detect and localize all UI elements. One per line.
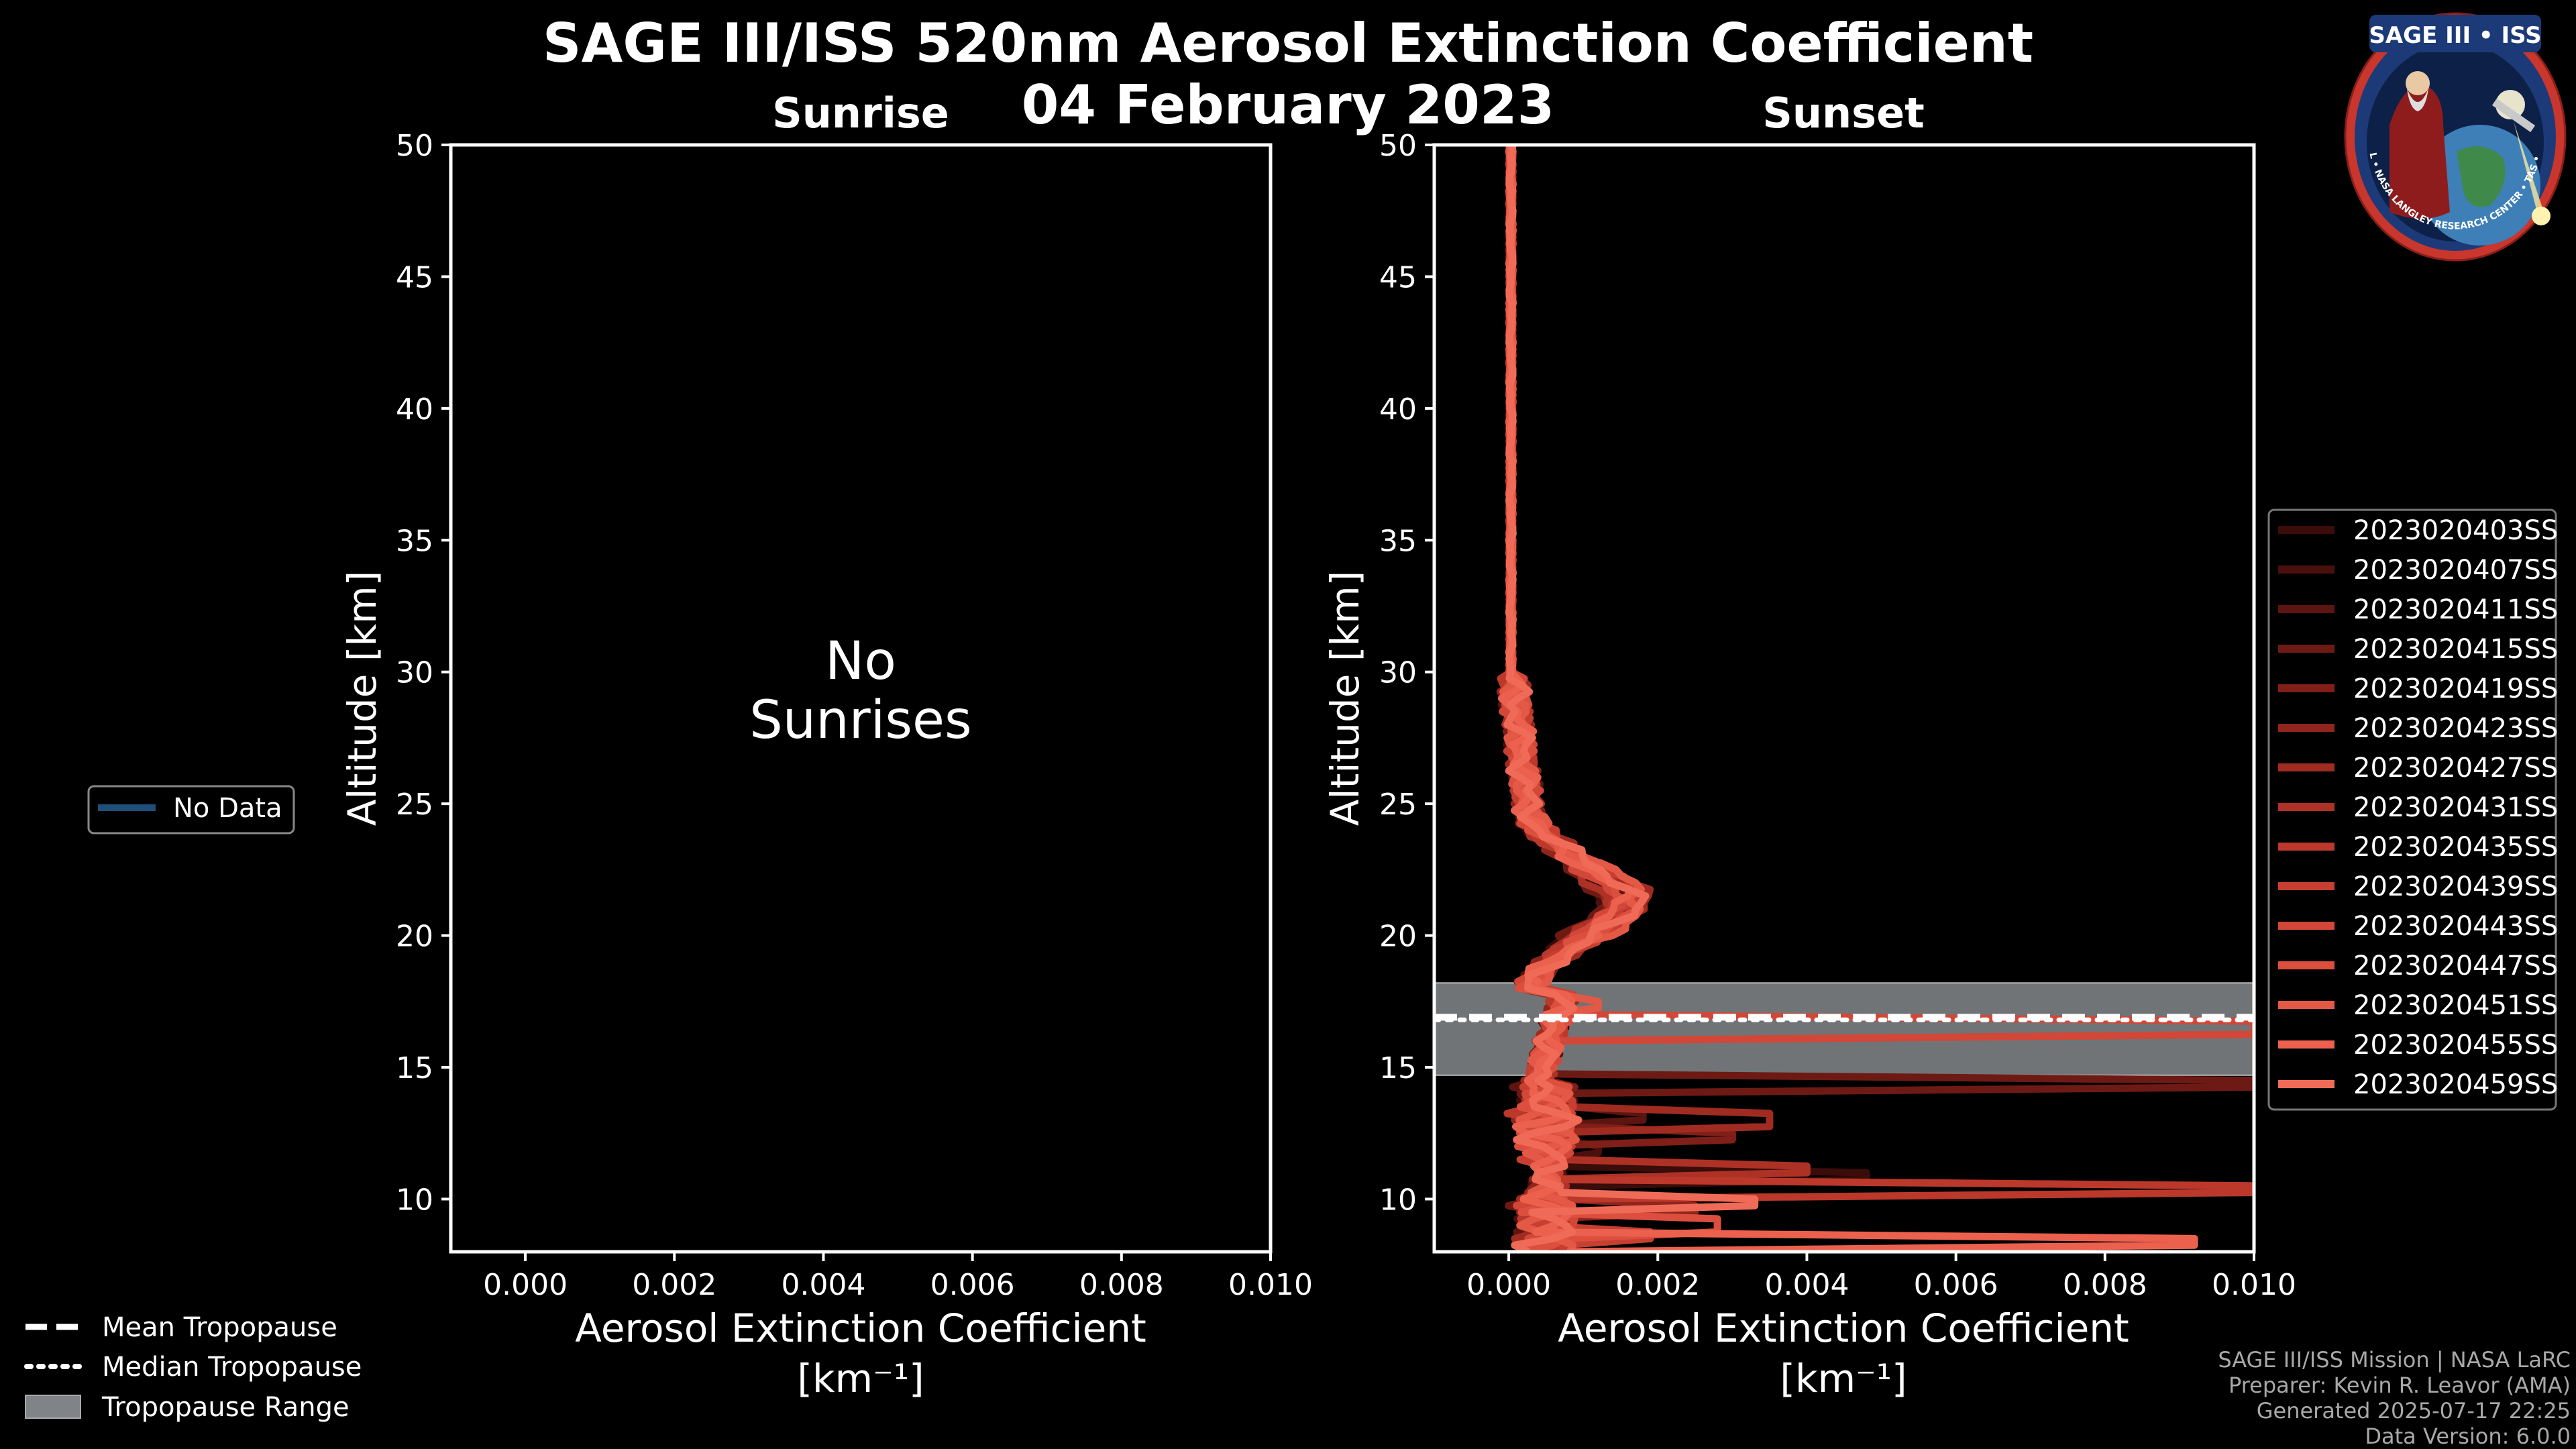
sunrise-y-tick-label: 10 [396,1183,433,1217]
sunrise-x-tick-label: 0.000 [483,1268,568,1302]
sunset-y-tick-label: 40 [1379,392,1417,427]
legend-label-2023020451SS: 2023020451SS [2353,990,2558,1021]
sunrise-x-tick-label: 0.006 [930,1268,1015,1302]
sunset-y-tick-label: 10 [1379,1183,1417,1217]
legend-label-2023020415SS: 2023020415SS [2353,634,2558,665]
footer-credits: SAGE III/ISS Mission | NASA LaRC Prepare… [2218,1347,2571,1449]
series-legend-frame [2267,508,2557,1111]
sunset-x-tick-label: 0.002 [1615,1268,1700,1302]
sunrise-y-axis: 10 15 20 25 30 35 40 45 50 [396,129,451,1217]
figure-date: 04 February 2023 [1021,74,1555,136]
profile-line-2023020459SS [1503,145,1759,1252]
sunrise-y-tick-label: 50 [396,129,433,163]
sunset-y-tick-label: 20 [1379,920,1417,954]
legend-label-2023020411SS: 2023020411SS [2353,594,2558,625]
sunset-profiles [1496,145,2254,1252]
sunrise-x-tick-label: 0.008 [1079,1268,1164,1302]
no-data-legend-label: No Data [173,793,282,824]
sunrise-x-tick-label: 0.010 [1228,1268,1313,1302]
sunset-plot-frame [1432,143,2256,1254]
sunset-y-tick-label: 35 [1379,524,1417,558]
sunset-y-tick-label: 45 [1379,260,1417,294]
space-station-icon [2491,99,2536,132]
sunset-y-tick-label: 25 [1379,788,1417,822]
legend-label-2023020459SS: 2023020459SS [2353,1069,2558,1100]
legend-label-2023020439SS: 2023020439SS [2353,871,2558,902]
astronomer-figure-icon [2390,85,2450,219]
sunrise-y-tick-label: 40 [396,392,433,427]
legend-label-2023020447SS: 2023020447SS [2353,951,2558,981]
sunrise-plot-frame [449,143,1273,1254]
no-sunrises-annotation-line2: Sunrises [749,690,971,751]
sunset-y-tick-label: 15 [1379,1051,1417,1085]
legend-label-2023020455SS: 2023020455SS [2353,1030,2558,1061]
sunset-x-axis-units: [km⁻¹] [1780,1356,1907,1401]
legend-label-2023020403SS: 2023020403SS [2353,515,2558,546]
sunrise-x-tick-label: 0.002 [632,1268,716,1302]
tropopause-range-label: Tropopause Range [101,1392,350,1423]
sunrise-panel-title: Sunrise [772,89,949,138]
footer-data-version: Data Version: 6.0.0 [2365,1424,2571,1449]
legend-label-2023020407SS: 2023020407SS [2353,555,2558,586]
median-tropopause-label: Median Tropopause [102,1352,362,1383]
no-data-legend-frame [87,785,295,835]
sunset-panel-title: Sunset [1762,89,1925,138]
sun-icon [2532,207,2551,225]
legend-label-2023020427SS: 2023020427SS [2353,753,2558,784]
sunset-x-tick-label: 0.000 [1466,1268,1551,1302]
sunrise-x-axis: 0.000 0.002 0.004 0.006 0.008 0.010 [483,1252,1313,1302]
sage-iii-iss-mission-badge: SAGE III • ISS BALL • NASA LANGLEY RESEA… [2343,11,2567,262]
figure-title: SAGE III/ISS 520nm Aerosol Extinction Co… [542,12,2034,74]
sunrise-y-tick-label: 25 [396,788,433,822]
tropopause-legend: Mean Tropopause Median Tropopause Tropop… [24,1312,362,1423]
footer-mission: SAGE III/ISS Mission | NASA LaRC [2218,1347,2571,1373]
sunset-y-axis-label: Altitude [km] [1322,571,1368,826]
legend-label-2023020443SS: 2023020443SS [2353,911,2558,942]
series-legend: 2023020403SS 2023020407SS 2023020411SS 2023… [2267,508,2558,1111]
mean-tropopause-label: Mean Tropopause [102,1312,337,1343]
legend-label-2023020423SS: 2023020423SS [2353,713,2558,744]
legend-label-2023020431SS: 2023020431SS [2353,792,2558,823]
sunset-x-tick-label: 0.004 [1764,1268,1849,1302]
no-data-legend: No Data [87,785,295,835]
footer-preparer: Preparer: Kevin R. Leavor (AMA) [2228,1373,2571,1398]
sunrise-y-tick-label: 20 [396,920,433,954]
sunset-x-tick-label: 0.008 [2063,1268,2147,1302]
legend-label-2023020419SS: 2023020419SS [2353,674,2558,704]
sunrise-y-tick-label: 45 [396,260,433,294]
sunset-x-tick-label: 0.006 [1914,1268,1998,1302]
sunrise-x-tick-label: 0.004 [781,1268,865,1302]
footer-generated: Generated 2025-07-17 22:25 [2256,1398,2571,1424]
sunset-x-axis: 0.000 0.002 0.004 0.006 0.008 0.010 [1466,1252,2296,1302]
badge-title: SAGE III • ISS [2369,22,2541,49]
sunrise-x-axis-label: Aerosol Extinction Coefficient [575,1305,1146,1351]
sunset-x-axis-label: Aerosol Extinction Coefficient [1558,1305,2129,1351]
sunset-y-tick-label: 30 [1379,656,1417,690]
tropopause-range-swatch [25,1395,81,1419]
sunset-x-tick-label: 0.010 [2212,1268,2296,1302]
sunrise-x-axis-units: [km⁻¹] [797,1356,924,1401]
legend-label-2023020435SS: 2023020435SS [2353,832,2558,863]
sunset-y-axis: 10 15 20 25 30 35 40 45 50 [1379,129,1434,1217]
no-sunrises-annotation-line1: No [825,631,896,692]
sunset-y-tick-label: 50 [1379,129,1417,163]
sunrise-y-tick-label: 15 [396,1051,433,1085]
sunrise-y-tick-label: 30 [396,656,433,690]
sunrise-y-axis-label: Altitude [km] [339,571,385,826]
sunrise-y-tick-label: 35 [396,524,433,558]
